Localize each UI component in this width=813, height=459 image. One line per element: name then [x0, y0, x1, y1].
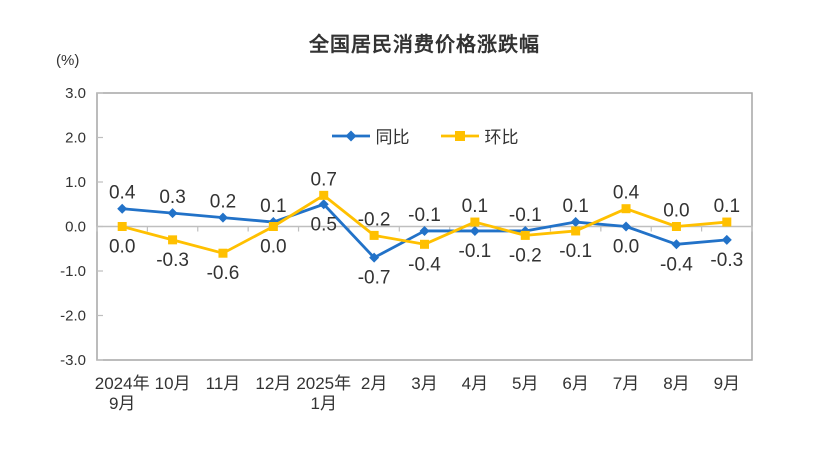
data-point-marker-huanbi: [671, 222, 681, 231]
legend-item-huanbi: 环比: [440, 123, 519, 148]
chart-title: 全国居民消费价格涨跌幅: [309, 34, 540, 56]
data-point-marker-huanbi: [520, 230, 530, 240]
data-label-tongbi: 0.1: [260, 196, 286, 217]
data-point-marker-huanbi: [571, 226, 581, 236]
x-axis-label: 2月: [361, 374, 387, 393]
data-label-huanbi: -0.4: [408, 254, 441, 275]
data-label-huanbi: -0.3: [156, 250, 189, 271]
data-label-huanbi: 0.4: [613, 183, 640, 204]
data-point-marker-tongbi: [621, 221, 632, 232]
data-label-huanbi: 0.1: [714, 196, 740, 217]
y-axis-label: 2.0: [65, 130, 86, 147]
data-point-marker-huanbi: [117, 222, 127, 231]
data-point-marker-huanbi: [218, 248, 228, 258]
x-axis-label: 2025年 1月: [296, 374, 351, 413]
data-point-marker-huanbi: [420, 239, 429, 249]
data-label-tongbi: 0.4: [109, 183, 136, 204]
data-label-tongbi: 0.0: [613, 237, 639, 258]
data-point-marker-huanbi: [722, 217, 732, 227]
x-axis-label: 8月: [663, 374, 689, 393]
data-label-tongbi: -0.7: [358, 268, 391, 289]
x-axis-label: 7月: [613, 374, 639, 393]
y-axis-label: -2.0: [60, 308, 86, 325]
data-label-tongbi: -0.3: [710, 250, 743, 271]
data-label-tongbi: 0.1: [562, 196, 588, 217]
data-point-marker-tongbi: [721, 234, 732, 245]
data-point-marker-tongbi: [419, 225, 430, 236]
data-point-marker-tongbi: [117, 203, 128, 214]
data-label-huanbi: -0.6: [207, 263, 240, 284]
data-label-huanbi: 0.7: [311, 169, 337, 190]
y-axis-label: -3.0: [60, 352, 86, 369]
data-point-marker-huanbi: [470, 217, 480, 227]
data-label-huanbi: 0.0: [663, 201, 689, 222]
data-point-marker-tongbi: [217, 212, 228, 223]
data-point-marker-tongbi: [671, 239, 682, 250]
x-axis-label: 4月: [462, 374, 488, 393]
data-label-tongbi: 0.2: [210, 192, 236, 213]
x-axis-label: 6月: [562, 374, 588, 393]
data-point-marker-tongbi: [167, 208, 178, 219]
data-point-marker-tongbi: [318, 199, 329, 210]
data-label-tongbi: -0.1: [509, 205, 542, 226]
data-point-marker-huanbi: [268, 222, 278, 231]
data-point-marker-tongbi: [469, 225, 480, 236]
legend-label-tongbi: 同比: [375, 128, 410, 147]
legend-item-tongbi: 同比: [331, 123, 410, 148]
data-point-marker-huanbi: [168, 235, 178, 245]
x-axis-label: 11月: [206, 374, 241, 393]
data-label-huanbi: 0.0: [109, 237, 135, 258]
chart-legend: 同比 环比: [97, 123, 752, 148]
huanbi-line-square-icon: [440, 129, 480, 143]
data-label-huanbi: 0.0: [260, 237, 286, 258]
data-label-huanbi: -0.1: [559, 241, 592, 262]
data-label-huanbi: -0.2: [509, 245, 542, 266]
y-axis-label: 1.0: [65, 174, 86, 191]
tongbi-line-diamond-icon: [331, 129, 371, 143]
x-axis-label: 3月: [411, 374, 437, 393]
y-axis-label: -1.0: [60, 263, 86, 280]
data-label-tongbi: 0.5: [311, 214, 337, 235]
data-label-tongbi: -0.1: [459, 241, 492, 262]
data-label-huanbi: 0.1: [462, 196, 488, 217]
data-label-tongbi: -0.4: [660, 254, 693, 275]
y-axis-unit-label: (%): [56, 52, 80, 69]
data-label-huanbi: -0.2: [358, 209, 391, 230]
data-point-marker-huanbi: [369, 230, 379, 240]
data-point-marker-huanbi: [621, 204, 631, 214]
x-axis-label: 12月: [255, 374, 291, 393]
legend-label-huanbi: 环比: [484, 128, 519, 147]
x-axis-label: 10月: [155, 374, 191, 393]
y-axis-label: 3.0: [65, 85, 86, 102]
x-axis-label: 2024年 9月: [95, 374, 150, 413]
data-point-marker-tongbi: [369, 252, 380, 263]
x-axis-label: 5月: [512, 374, 538, 393]
data-point-marker-huanbi: [319, 190, 329, 200]
data-point-marker-tongbi: [570, 217, 581, 228]
y-axis-label: 0.0: [65, 219, 86, 236]
x-axis-label: 9月: [714, 374, 740, 393]
data-label-tongbi: 0.3: [159, 187, 185, 208]
data-label-tongbi: -0.1: [408, 205, 441, 226]
